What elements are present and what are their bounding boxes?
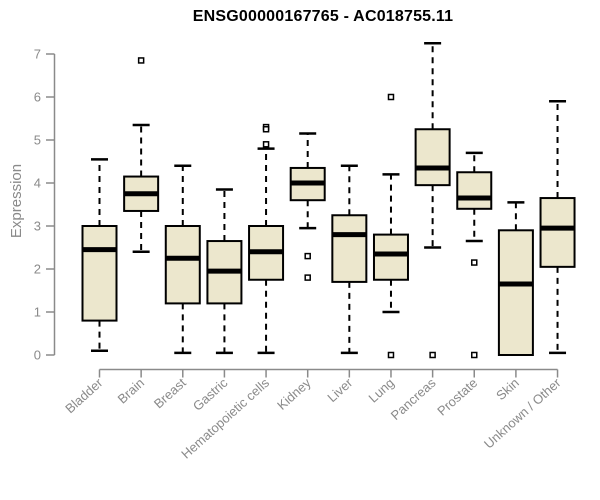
x-tick-label-breast: Breast [151, 375, 189, 412]
outlier-point [387, 93, 395, 101]
boxplot-brain [123, 57, 160, 254]
iqr-box [372, 233, 409, 281]
boxplot-hematopoietic-cells [248, 123, 285, 355]
y-tick-label: 7 [34, 47, 41, 62]
x-tick-label-brain: Brain [115, 375, 148, 406]
y-tick-label: 0 [34, 348, 41, 363]
iqr-box [81, 225, 118, 322]
outlier-point [471, 351, 478, 359]
iqr-box [497, 229, 534, 356]
outlier-point [471, 259, 478, 266]
boxplot-skin [497, 201, 534, 356]
outlier-point [429, 351, 436, 359]
x-tick-label-lung: Lung [365, 375, 397, 405]
x-tick-label-prostate: Prostate [434, 375, 480, 419]
boxplot-pancreas [414, 42, 451, 359]
y-tick-label: 1 [34, 305, 41, 320]
x-tick-label-skin: Skin [493, 375, 522, 403]
boxplot-prostate [456, 151, 493, 359]
x-tick-label-kidney: Kidney [274, 375, 314, 413]
y-tick-label: 2 [34, 262, 41, 277]
outlier-point [387, 351, 395, 359]
iqr-box [414, 128, 451, 187]
outlier-point [262, 141, 270, 148]
boxplot-kidney [289, 132, 326, 281]
boxplot-bladder [81, 158, 118, 352]
x-tick-label-bladder: Bladder [62, 375, 106, 417]
iqr-box [539, 197, 576, 268]
iqr-box [456, 171, 493, 210]
y-tick-label: 6 [34, 90, 41, 105]
outlier-point [262, 126, 270, 133]
boxplot-unknown-other [539, 100, 576, 355]
y-tick-label: 4 [34, 176, 41, 191]
x-tick-label-liver: Liver [324, 375, 355, 405]
x-tick-label-unknown-other: Unknown / Other [481, 375, 564, 452]
boxplot-breast [164, 164, 201, 355]
y-tick-label: 5 [34, 133, 41, 148]
outlier-point [304, 274, 311, 281]
y-tick-label: 3 [34, 219, 41, 234]
iqr-box [164, 225, 201, 305]
outlier-point [137, 57, 145, 64]
boxplot-gastric [206, 188, 243, 355]
boxplot-liver [331, 164, 368, 355]
x-tick-label-pancreas: Pancreas [388, 375, 439, 423]
chart-title: ENSG00000167765 - AC018755.11 [192, 8, 454, 25]
iqr-box [331, 214, 368, 283]
boxplot-lung [372, 93, 409, 359]
outlier-point [304, 252, 311, 260]
